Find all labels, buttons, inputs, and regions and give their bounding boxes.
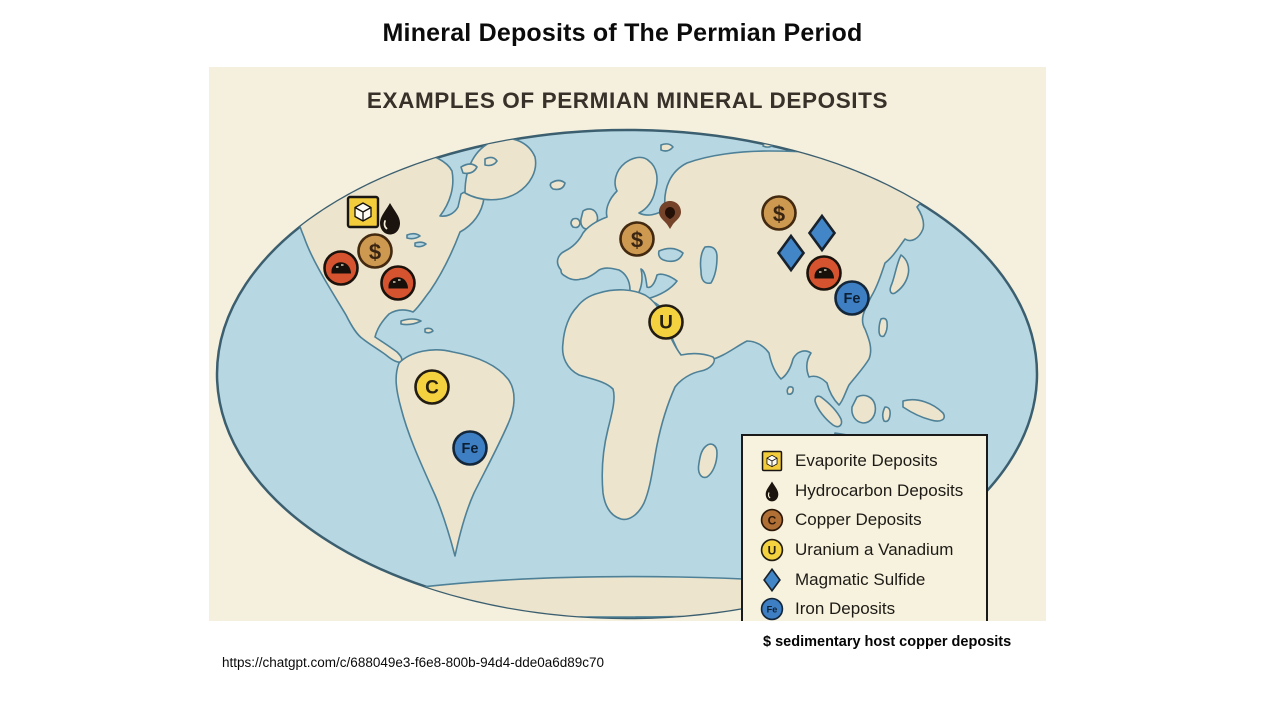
island-iceland [549, 179, 566, 191]
svg-text:C: C [768, 514, 777, 528]
page-title: Mineral Deposits of The Permian Period [382, 19, 863, 47]
svg-text:U: U [659, 313, 673, 334]
svg-text:$: $ [631, 228, 643, 253]
footnote-sedimentary-copper: $ sedimentary host copper deposits [763, 634, 1012, 650]
marker-iron: Fe [834, 280, 870, 316]
caspian-sea [699, 245, 718, 285]
map-heading: EXAMPLES OF PERMIAN MINERAL DEPOSITS [366, 88, 889, 113]
great-lakes [406, 232, 421, 240]
marker-magmatic [776, 233, 806, 273]
svg-text:$: $ [773, 202, 785, 227]
legend-item-iron: Fe Iron Deposits [755, 594, 986, 621]
marker-coal [806, 255, 842, 291]
legend-item-hydrocarbon: Hydrocarbon Deposits [755, 476, 986, 506]
legend-label: Uranium a Vanadium [795, 539, 954, 559]
legend-label: Magmatic Sulfide [795, 569, 926, 589]
island-madagascar [697, 443, 718, 479]
marker-coal [323, 250, 359, 286]
marker-sed_copper: $ [357, 233, 393, 269]
marker-uranium: U [648, 304, 684, 340]
marker-sed_copper: $ [761, 195, 797, 231]
black-sea [657, 247, 684, 263]
legend-label: Copper Deposits [795, 510, 922, 530]
marker-copper_c: C [414, 369, 450, 405]
uranium-icon: U [755, 535, 789, 565]
deposit-markers: $ $ U $ Fe C Fe [323, 195, 870, 466]
hydrocarbon-icon [755, 476, 789, 506]
magmatic-icon [755, 565, 789, 595]
evaporite-icon [755, 446, 789, 476]
map-panel: $ $ U $ Fe C Fe EXAMPLES OF PERMIAN MINERAL DE… [209, 67, 1046, 621]
marker-iron: Fe [452, 430, 488, 466]
svg-text:U: U [768, 544, 777, 558]
legend-item-magmatic: Magmatic Sulfide [755, 565, 986, 595]
source-url[interactable]: https://chatgpt.com/c/688049e3-f6e8-800b… [222, 655, 605, 670]
legend-label: Hydrocarbon Deposits [795, 480, 964, 500]
svg-text:C: C [425, 378, 439, 399]
marker-evaporite [346, 195, 380, 229]
island-new-guinea [902, 398, 946, 422]
legend-label: Iron Deposits [795, 599, 896, 619]
map-legend: Evaporite Deposits Hydrocarbon Deposits C C… [741, 434, 988, 621]
legend-label: Evaporite Deposits [795, 450, 938, 470]
marker-hydrocarbon [380, 203, 400, 235]
svg-text:Fe: Fe [462, 441, 479, 457]
legend-rows: Evaporite Deposits Hydrocarbon Deposits C C… [755, 446, 986, 621]
legend-item-uranium: U Uranium a Vanadium [755, 535, 986, 565]
marker-sed_copper: $ [619, 221, 655, 257]
continent-greenland [464, 137, 537, 201]
svg-text:Fe: Fe [844, 291, 861, 307]
iron-icon: Fe [755, 594, 789, 621]
marker-pin [659, 201, 681, 229]
legend-item-evaporite: Evaporite Deposits [755, 446, 986, 476]
continent-eurasia [556, 150, 926, 406]
svg-text:Fe: Fe [767, 605, 778, 615]
continent-africa [561, 289, 716, 521]
svg-text:$: $ [369, 240, 381, 265]
legend-item-copper_legend: C Copper Deposits [755, 505, 986, 535]
marker-coal [380, 265, 416, 301]
copper_legend-icon: C [755, 505, 789, 535]
marker-magmatic [807, 213, 837, 253]
